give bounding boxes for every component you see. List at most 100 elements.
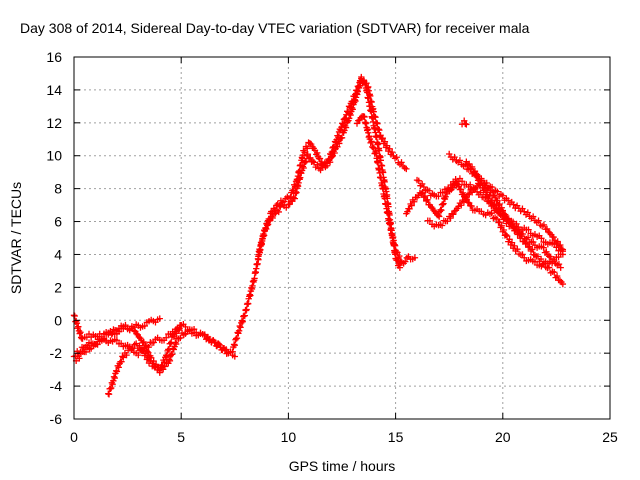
x-tick-label: 5 <box>177 429 185 445</box>
data-point <box>450 211 457 218</box>
data-point <box>167 339 175 346</box>
data-point <box>112 367 120 374</box>
data-point <box>393 248 400 256</box>
series-late-4 <box>446 150 567 253</box>
data-point <box>496 218 503 226</box>
data-point <box>488 197 496 204</box>
data-point <box>463 121 470 128</box>
data-point <box>381 138 389 145</box>
x-tick-label: 15 <box>388 429 404 445</box>
data-point <box>156 367 163 375</box>
data-point <box>468 189 476 196</box>
data-point <box>130 327 138 334</box>
data-point <box>511 242 518 250</box>
data-point <box>427 203 435 211</box>
data-point <box>306 139 314 147</box>
data-point <box>425 187 433 194</box>
data-point <box>107 384 115 392</box>
data-point <box>559 246 567 253</box>
data-point <box>466 160 473 168</box>
data-point <box>510 201 517 208</box>
y-tick-label: 4 <box>54 246 62 262</box>
data-point <box>440 200 447 207</box>
data-point <box>163 353 171 360</box>
data-point <box>557 264 564 271</box>
data-point <box>463 194 470 201</box>
data-point <box>396 264 404 271</box>
data-point <box>77 329 84 336</box>
data-point <box>502 231 510 239</box>
data-point <box>73 320 81 327</box>
data-point <box>172 340 180 348</box>
data-point <box>109 381 116 388</box>
data-point <box>477 181 484 188</box>
data-point <box>554 238 561 245</box>
data-point <box>421 192 429 200</box>
data-point <box>508 239 516 246</box>
y-axis-label: SDTVAR / TECUs <box>8 182 24 294</box>
data-point <box>239 318 246 325</box>
data-point <box>464 161 471 169</box>
data-point <box>438 222 446 229</box>
data-point <box>338 134 346 142</box>
data-point <box>498 222 505 229</box>
data-point <box>368 138 375 145</box>
data-point <box>458 178 466 185</box>
data-point <box>525 226 532 233</box>
y-tick-label: 14 <box>46 82 62 98</box>
data-point <box>488 183 496 191</box>
data-layer <box>70 73 567 398</box>
data-point <box>93 340 100 348</box>
data-point <box>545 264 553 271</box>
data-point <box>201 331 208 338</box>
data-point <box>133 330 140 337</box>
data-point <box>231 342 238 349</box>
data-point <box>462 120 469 127</box>
data-point <box>418 190 425 197</box>
data-point <box>238 317 246 324</box>
data-point <box>144 354 152 361</box>
data-point <box>492 205 499 213</box>
data-point <box>159 362 166 369</box>
y-tick-label: 10 <box>46 148 62 164</box>
data-point <box>271 206 279 214</box>
data-point <box>345 115 353 122</box>
data-point <box>107 385 114 392</box>
data-point <box>376 126 383 134</box>
data-point <box>269 210 276 217</box>
y-tick-label: 12 <box>46 115 62 131</box>
data-point <box>367 139 374 147</box>
data-point <box>509 222 516 230</box>
data-point <box>120 354 127 361</box>
data-point <box>328 153 336 160</box>
data-point <box>241 312 249 319</box>
data-point <box>535 217 542 224</box>
data-point <box>379 134 386 142</box>
data-point <box>162 352 170 359</box>
data-point <box>493 204 501 212</box>
data-point <box>71 312 78 320</box>
data-point <box>420 183 428 191</box>
data-point <box>110 373 118 380</box>
data-point <box>105 391 113 398</box>
data-point <box>470 169 477 176</box>
data-point <box>156 315 163 322</box>
data-point <box>415 177 422 185</box>
y-tick-label: 6 <box>54 214 62 230</box>
data-point <box>486 192 493 200</box>
data-point <box>310 159 318 166</box>
data-point <box>440 195 448 202</box>
data-point <box>76 330 83 337</box>
x-tick-label: 25 <box>602 429 618 445</box>
data-point <box>313 149 321 157</box>
data-point <box>132 340 140 347</box>
chart-title: Day 308 of 2014, Sidereal Day-to-day VTE… <box>20 20 530 36</box>
data-point <box>211 338 218 346</box>
data-point <box>559 280 567 288</box>
data-point <box>182 323 189 331</box>
data-point <box>167 340 174 347</box>
data-point <box>396 252 403 260</box>
data-point <box>386 145 393 153</box>
data-point <box>499 192 506 199</box>
data-point <box>221 346 229 354</box>
